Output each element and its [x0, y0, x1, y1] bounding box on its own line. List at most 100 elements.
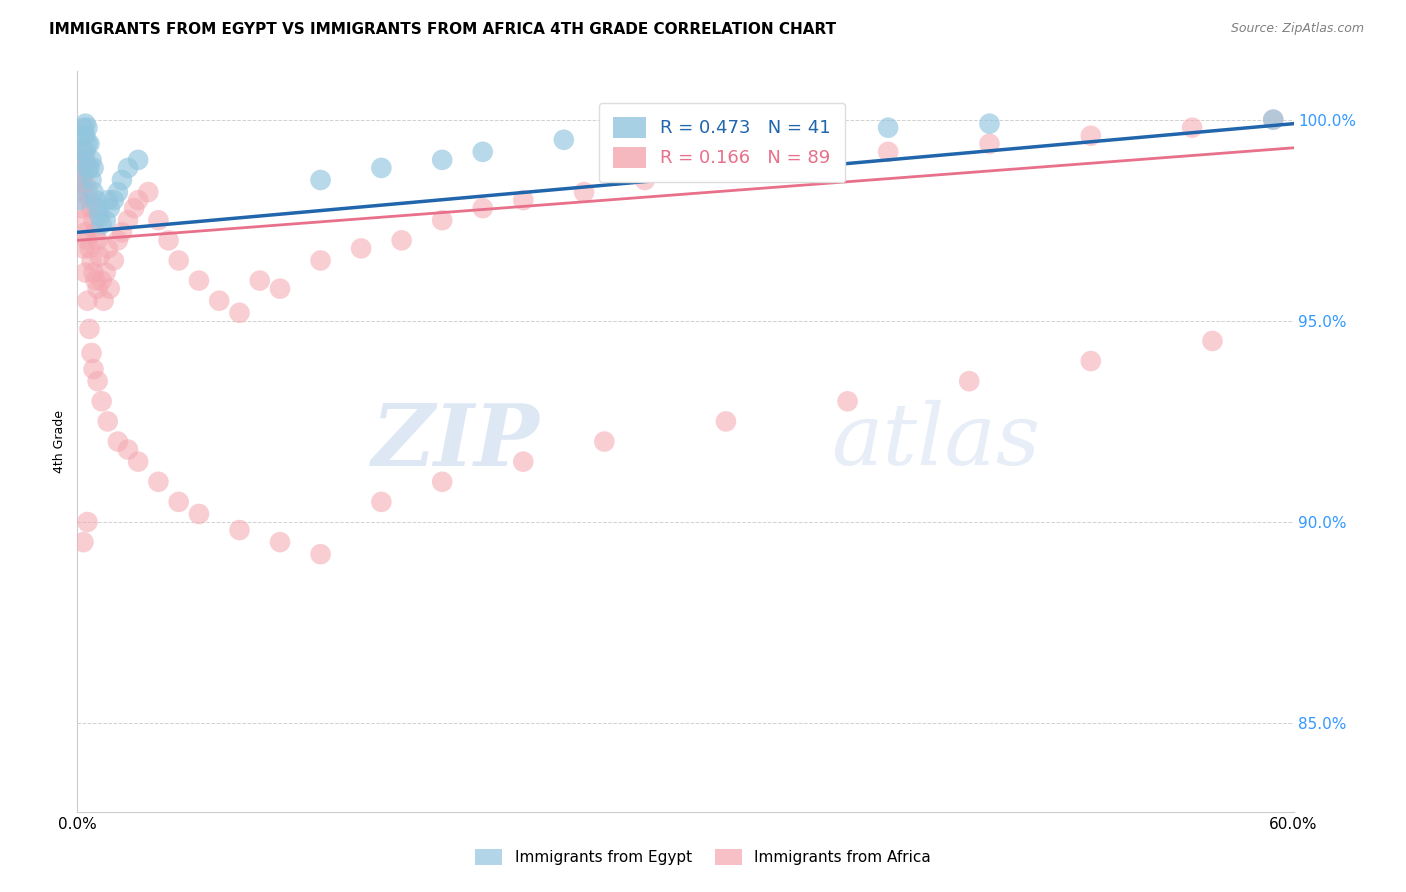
Point — [76, 120, 98, 135]
Point — [111, 225, 134, 239]
Point — [634, 128, 657, 143]
Point — [93, 293, 115, 308]
Point — [107, 233, 129, 247]
Point — [75, 225, 97, 239]
Point — [89, 249, 111, 263]
Point — [188, 507, 211, 521]
Point — [249, 274, 271, 288]
Point — [75, 153, 97, 167]
Point — [97, 414, 120, 428]
Point — [370, 161, 392, 175]
Point — [84, 274, 107, 288]
Point — [430, 213, 453, 227]
Legend: R = 0.473   N = 41, R = 0.166   N = 89: R = 0.473 N = 41, R = 0.166 N = 89 — [599, 103, 845, 182]
Point — [471, 145, 494, 159]
Point — [76, 233, 98, 247]
Point — [67, 193, 90, 207]
Point — [72, 535, 94, 549]
Point — [127, 153, 149, 167]
Point — [208, 293, 231, 308]
Point — [309, 547, 332, 561]
Point — [79, 322, 101, 336]
Point — [103, 253, 125, 268]
Point — [97, 241, 120, 255]
Point — [148, 475, 170, 489]
Point — [83, 266, 105, 280]
Point — [1263, 112, 1285, 127]
Point — [512, 193, 534, 207]
Point — [157, 233, 180, 247]
Point — [75, 177, 97, 191]
Point — [79, 161, 101, 175]
Point — [167, 495, 190, 509]
Point — [167, 253, 190, 268]
Point — [72, 120, 94, 135]
Point — [136, 185, 159, 199]
Point — [72, 169, 94, 183]
Point — [98, 282, 121, 296]
Point — [553, 133, 575, 147]
Point — [76, 185, 98, 199]
Point — [72, 241, 94, 255]
Point — [228, 523, 250, 537]
Text: ZIP: ZIP — [371, 400, 540, 483]
Point — [714, 414, 737, 428]
Point — [350, 241, 373, 255]
Point — [72, 145, 94, 159]
Point — [572, 185, 595, 199]
Point — [979, 117, 1001, 131]
Point — [979, 136, 1001, 151]
Point — [79, 241, 101, 255]
Point — [957, 374, 980, 388]
Point — [84, 193, 107, 207]
Point — [103, 193, 125, 207]
Point — [86, 201, 108, 215]
Point — [90, 274, 112, 288]
Point — [1263, 112, 1285, 127]
Point — [269, 282, 291, 296]
Point — [80, 173, 103, 187]
Point — [107, 434, 129, 449]
Point — [877, 145, 900, 159]
Point — [117, 213, 139, 227]
Point — [776, 120, 799, 135]
Point — [67, 161, 90, 175]
Point — [117, 161, 139, 175]
Point — [75, 266, 97, 280]
Point — [593, 434, 616, 449]
Point — [837, 394, 859, 409]
Point — [117, 442, 139, 457]
Point — [127, 455, 149, 469]
Point — [634, 173, 657, 187]
Point — [72, 145, 94, 159]
Point — [83, 185, 105, 199]
Point — [94, 213, 117, 227]
Point — [80, 153, 103, 167]
Point — [80, 201, 103, 215]
Point — [1181, 120, 1204, 135]
Point — [67, 185, 90, 199]
Point — [512, 455, 534, 469]
Point — [90, 217, 112, 231]
Point — [86, 374, 108, 388]
Point — [796, 153, 818, 167]
Point — [70, 177, 93, 191]
Point — [83, 213, 105, 227]
Point — [80, 253, 103, 268]
Point — [370, 495, 392, 509]
Point — [79, 193, 101, 207]
Text: IMMIGRANTS FROM EGYPT VS IMMIGRANTS FROM AFRICA 4TH GRADE CORRELATION CHART: IMMIGRANTS FROM EGYPT VS IMMIGRANTS FROM… — [49, 22, 837, 37]
Point — [228, 306, 250, 320]
Point — [84, 225, 107, 239]
Point — [430, 153, 453, 167]
Point — [72, 128, 94, 143]
Point — [76, 293, 98, 308]
Point — [714, 125, 737, 139]
Point — [75, 145, 97, 159]
Point — [79, 136, 101, 151]
Point — [70, 173, 93, 187]
Point — [309, 173, 332, 187]
Point — [188, 274, 211, 288]
Point — [269, 535, 291, 549]
Point — [877, 120, 900, 135]
